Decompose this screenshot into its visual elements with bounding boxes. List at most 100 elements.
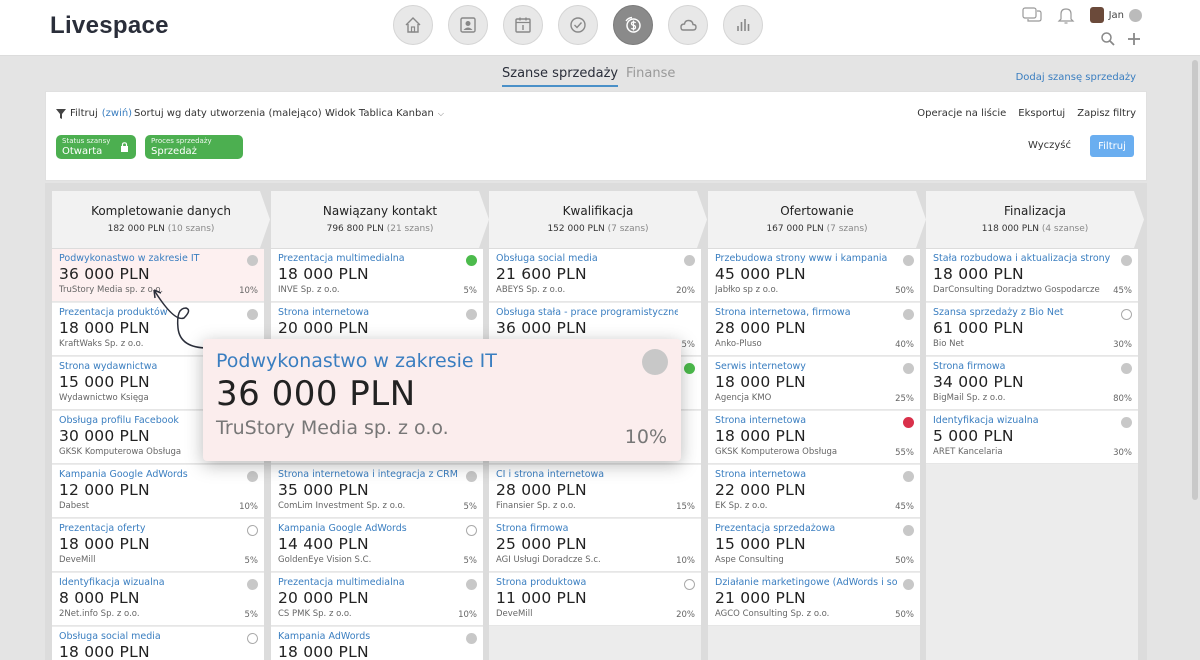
sort-dropdown[interactable]: Sortuj wg daty utworzenia (malejąco) ⌵ <box>134 108 332 119</box>
card-name[interactable]: Prezentacja produktów <box>59 307 168 318</box>
opportunity-card[interactable]: Prezentacja multimedialna 20 000 PLN CS PM… <box>271 573 483 626</box>
opportunity-card[interactable]: Strona internetowa 22 000 PLN EK Sp. z o.o… <box>708 465 920 518</box>
tab-opportunities[interactable]: Szanse sprzedaży <box>502 66 619 87</box>
card-name[interactable]: Strona internetowa <box>278 307 370 318</box>
opportunity-card[interactable]: Podwykonastwo w zakresie IT 36 000 PLN Tru… <box>52 249 264 302</box>
opportunity-card[interactable]: Strona firmowa 25 000 PLN AGI Usługi Dorad… <box>489 519 701 572</box>
status-dot[interactable] <box>1121 363 1132 374</box>
status-dot[interactable] <box>466 525 477 536</box>
card-name[interactable]: Serwis internetowy <box>715 361 806 372</box>
collapse-link[interactable]: (zwiń) <box>101 108 133 119</box>
view-dropdown[interactable]: Widok Tablica Kanban ⌵ <box>325 108 444 119</box>
apply-filter-button[interactable]: Filtruj <box>1090 135 1134 157</box>
nav-tasks-button[interactable] <box>558 5 598 45</box>
opportunity-card[interactable]: Działanie marketingowe (AdWords i soc...… <box>708 573 920 626</box>
status-dot[interactable] <box>466 309 477 320</box>
card-name[interactable]: Strona internetowa, firmowa <box>715 307 851 318</box>
search-icon[interactable] <box>1100 31 1116 47</box>
card-name[interactable]: Działanie marketingowe (AdWords i soc... <box>715 577 897 588</box>
opportunity-card[interactable]: Prezentacja multimedialna 18 000 PLN INVE … <box>271 249 483 302</box>
status-dot[interactable] <box>247 525 258 536</box>
card-name[interactable]: Obsługa stała - prace programistyczne <box>496 307 678 318</box>
opportunity-card[interactable]: Kampania Google AdWords 12 000 PLN Dabest 1… <box>52 465 264 518</box>
chat-icon[interactable] <box>1021 6 1042 24</box>
status-dot[interactable] <box>684 255 695 266</box>
gear-icon[interactable] <box>1129 8 1142 22</box>
nav-sales-button[interactable] <box>613 5 653 45</box>
card-name[interactable]: Strona firmowa <box>496 523 569 534</box>
card-name[interactable]: Stała rozbudowa i aktualizacja strony <box>933 253 1111 264</box>
card-name[interactable]: Strona internetowa <box>715 469 807 480</box>
user-menu[interactable]: Jan <box>1089 7 1142 23</box>
tab-finances[interactable]: Finanse <box>626 66 676 81</box>
opportunity-card[interactable]: Prezentacja oferty 18 000 PLN DeveMill 5% <box>52 519 264 572</box>
card-name[interactable]: Obsługa social media <box>59 631 161 642</box>
status-dot[interactable] <box>684 363 695 374</box>
list-operations-button[interactable]: Operacje na liście <box>917 108 1007 119</box>
opportunity-card[interactable]: Obsługa social media 21 600 PLN ABEYS Sp. … <box>489 249 701 302</box>
status-dot[interactable] <box>642 349 668 375</box>
status-dot[interactable] <box>247 633 258 644</box>
opportunity-card[interactable]: Strona internetowa i integracja z CRM 35 … <box>271 465 483 518</box>
opportunity-card[interactable]: Szansa sprzedaży z Bio Net 61 000 PLN Bio … <box>926 303 1138 356</box>
status-dot[interactable] <box>903 579 914 590</box>
opportunity-card[interactable]: Identyfikacja wizualna 8 000 PLN 2Net.info… <box>52 573 264 626</box>
status-dot[interactable] <box>903 525 914 536</box>
status-dot[interactable] <box>1121 309 1132 320</box>
card-name[interactable]: CI i strona internetowa <box>496 469 605 480</box>
status-dot[interactable] <box>466 579 477 590</box>
opportunity-card[interactable]: CI i strona internetowa 28 000 PLN Finansi… <box>489 465 701 518</box>
status-dot[interactable] <box>1121 417 1132 428</box>
nav-calendar-button[interactable] <box>503 5 543 45</box>
status-dot[interactable] <box>903 309 914 320</box>
opportunity-card[interactable]: Kampania AdWords 18 000 PLN <box>271 627 483 660</box>
status-dot[interactable] <box>903 471 914 482</box>
status-dot[interactable] <box>247 255 258 266</box>
status-dot[interactable] <box>1121 255 1132 266</box>
status-dot[interactable] <box>466 633 477 644</box>
nav-reports-button[interactable] <box>723 5 763 45</box>
card-name[interactable]: Strona internetowa i integracja z CRM <box>278 469 458 480</box>
card-name[interactable]: Obsługa profilu Facebook <box>59 415 179 426</box>
opportunity-card[interactable]: Strona firmowa 34 000 PLN BigMail Sp. z o.… <box>926 357 1138 410</box>
popup-card-name[interactable]: Podwykonastwo w zakresie IT <box>216 350 497 372</box>
add-opportunity-link[interactable]: Dodaj szansę sprzedaży <box>1015 72 1136 83</box>
card-name[interactable]: Strona produktowa <box>496 577 587 588</box>
status-dot[interactable] <box>903 363 914 374</box>
opportunity-card[interactable]: Strona internetowa, firmowa 28 000 PLN Ank… <box>708 303 920 356</box>
card-name[interactable]: Strona internetowa <box>715 415 807 426</box>
nav-contacts-button[interactable] <box>448 5 488 45</box>
status-dot[interactable] <box>903 417 914 428</box>
filter-toggle[interactable]: Filtruj (zwiń) <box>56 108 132 119</box>
card-name[interactable]: Prezentacja multimedialna <box>278 577 405 588</box>
plus-icon[interactable] <box>1126 31 1142 47</box>
status-dot[interactable] <box>247 471 258 482</box>
card-name[interactable]: Kampania Google AdWords <box>278 523 407 534</box>
card-name[interactable]: Prezentacja multimedialna <box>278 253 405 264</box>
card-name[interactable]: Przebudowa strony www i kampania <box>715 253 888 264</box>
opportunity-card[interactable]: Identyfikacja wizualna 5 000 PLN ARET Kanc… <box>926 411 1138 464</box>
opportunity-card[interactable]: Kampania Google AdWords 14 400 PLN GoldenE… <box>271 519 483 572</box>
card-name[interactable]: Identyfikacja wizualna <box>933 415 1039 426</box>
card-name[interactable]: Obsługa social media <box>496 253 598 264</box>
card-name[interactable]: Kampania AdWords <box>278 631 371 642</box>
app-logo[interactable]: Livespace <box>50 12 169 39</box>
card-name[interactable]: Kampania Google AdWords <box>59 469 188 480</box>
card-name[interactable]: Identyfikacja wizualna <box>59 577 165 588</box>
status-filter-chip[interactable]: Status szansy Otwarta <box>56 135 136 159</box>
opportunity-card[interactable]: Stała rozbudowa i aktualizacja strony 18 … <box>926 249 1138 302</box>
nav-cloud-button[interactable] <box>668 5 708 45</box>
scrollbar[interactable] <box>1192 60 1198 500</box>
card-name[interactable]: Prezentacja oferty <box>59 523 146 534</box>
card-name[interactable]: Prezentacja sprzedażowa <box>715 523 836 534</box>
clear-button[interactable]: Wyczyść <box>1027 140 1071 151</box>
nav-home-button[interactable] <box>393 5 433 45</box>
status-dot[interactable] <box>466 255 477 266</box>
status-dot[interactable] <box>247 309 258 320</box>
opportunity-card[interactable]: Strona produktowa 11 000 PLN DeveMill 20% <box>489 573 701 626</box>
status-dot[interactable] <box>466 471 477 482</box>
opportunity-card[interactable]: Obsługa social media 18 000 PLN <box>52 627 264 660</box>
export-button[interactable]: Eksportuj <box>1018 108 1066 119</box>
save-filters-button[interactable]: Zapisz filtry <box>1077 108 1136 119</box>
opportunity-card[interactable]: Strona internetowa 18 000 PLN GKSK Kompute… <box>708 411 920 464</box>
